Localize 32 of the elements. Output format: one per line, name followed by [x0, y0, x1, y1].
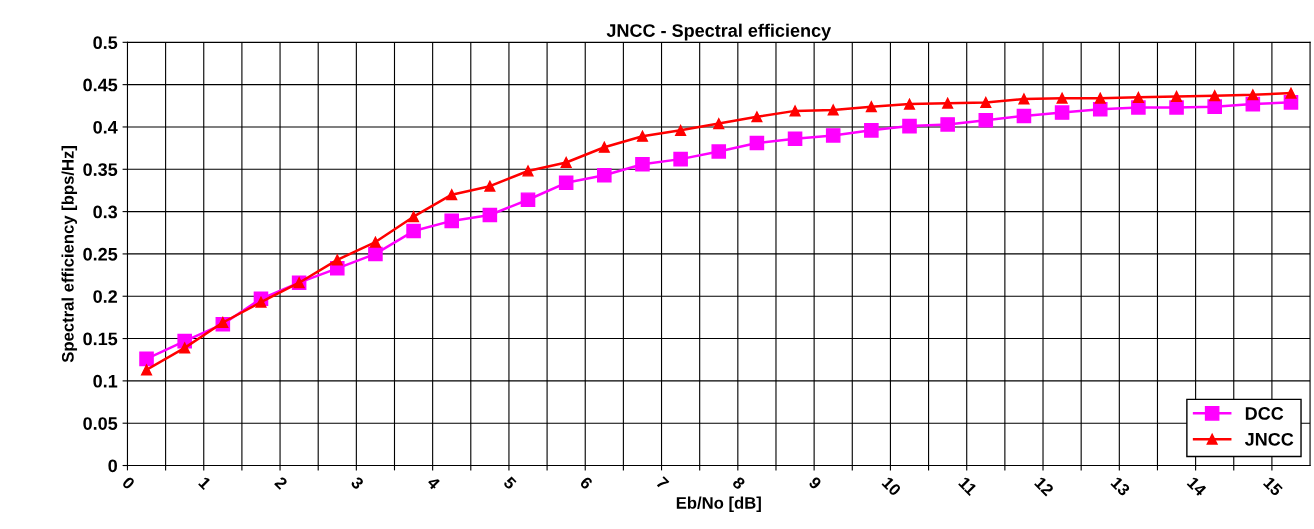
- y-tick-label: 0.45: [83, 78, 118, 92]
- x-tick-label: 10: [881, 476, 902, 497]
- x-tick-label: 13: [1110, 476, 1131, 497]
- chart-title: JNCC - Spectral efficiency: [606, 23, 832, 41]
- x-tick-label: 11: [958, 476, 978, 496]
- y-tick-label: 0.25: [83, 247, 118, 261]
- y-tick-label: 0.15: [83, 332, 118, 346]
- y-tick-label: 0.5: [93, 36, 118, 50]
- x-tick-label: 8: [731, 475, 746, 491]
- x-tick-label: 7: [655, 476, 670, 490]
- x-tick-label: 1: [198, 476, 212, 491]
- x-tick-label: 14: [1186, 476, 1208, 497]
- x-axis-title: Eb/No [dB]: [676, 496, 761, 513]
- y-tick-label: 0: [108, 459, 117, 473]
- y-tick-label: 0.4: [93, 120, 118, 134]
- x-tick-label: 0: [121, 476, 136, 490]
- x-tick-label: 9: [808, 475, 823, 491]
- legend-label: DCC: [1245, 407, 1284, 420]
- legend-label: JNCC: [1244, 432, 1294, 446]
- y-tick-label: 0.35: [83, 163, 118, 177]
- x-tick-label: 2: [274, 475, 289, 490]
- x-tick-label: 4: [426, 475, 441, 491]
- y-tick-label: 0.05: [83, 417, 118, 430]
- y-axis-title: Spectral efficiency [bps/Hz]: [61, 146, 78, 363]
- y-tick-label: 0.3: [93, 205, 118, 219]
- x-tick-label: 6: [579, 475, 594, 491]
- x-tick-label: 5: [502, 476, 517, 491]
- x-tick-label: 3: [350, 475, 365, 491]
- x-tick-label: 12: [1034, 476, 1055, 497]
- x-tick-label: 15: [1262, 476, 1284, 497]
- y-tick-label: 0.1: [93, 374, 118, 388]
- y-tick-label: 0.2: [93, 290, 118, 303]
